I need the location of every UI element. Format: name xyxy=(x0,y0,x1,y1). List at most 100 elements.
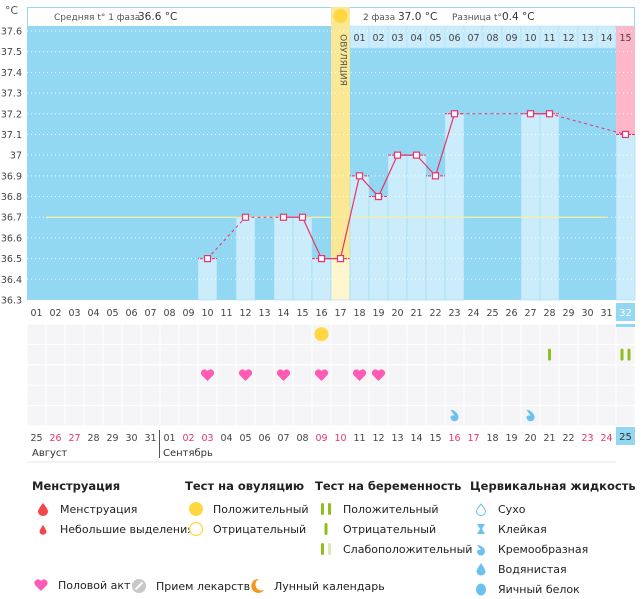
cycle-day-label: 08 xyxy=(163,308,175,319)
symbol-cell xyxy=(312,406,331,426)
legend-label: Кремообразная xyxy=(498,542,589,556)
symbol-cell xyxy=(616,344,635,365)
symbol-cell xyxy=(559,385,578,406)
phase2-day-label: 03 xyxy=(391,33,403,44)
phase2-value: 37.0 °C xyxy=(398,11,437,23)
symbol-cell xyxy=(141,385,160,406)
symbol-cell xyxy=(369,385,388,406)
cycle-day-label: 04 xyxy=(87,308,99,319)
y-tick-label: 37.2 xyxy=(1,109,22,120)
cycle-day-label: 06 xyxy=(125,308,137,319)
ovulation-label: ОВУЛЯЦИЯ xyxy=(338,34,348,86)
legend-label: Лунный календарь xyxy=(274,579,385,593)
symbol-cell xyxy=(46,344,65,365)
symbol-cell xyxy=(616,385,635,406)
legend-item: Водянистая xyxy=(470,559,636,579)
symbol-cell xyxy=(578,385,597,406)
temperature-bar xyxy=(235,216,256,301)
cycle-day-label: 24 xyxy=(467,308,479,319)
symbol-cell xyxy=(388,385,407,406)
cycle-day-label: 07 xyxy=(144,308,156,319)
symbol-cell xyxy=(540,324,559,344)
symbol-cell xyxy=(464,365,483,385)
cycle-day-label: 29 xyxy=(562,308,574,319)
legend-title: Менструация xyxy=(32,479,121,493)
calendar-date-label: 02 xyxy=(182,433,194,444)
temperature-point xyxy=(431,172,440,180)
moon-icon xyxy=(246,578,268,594)
temperature-point xyxy=(450,110,459,118)
calendar-date-label: 21 xyxy=(543,433,555,444)
symbol-cell xyxy=(27,385,46,406)
y-tick-label: 36.6 xyxy=(1,233,22,244)
cycle-day-label: 30 xyxy=(581,308,593,319)
calendar-date-label: 06 xyxy=(258,433,270,444)
symbol-cell xyxy=(293,344,312,365)
symbol-cell xyxy=(502,385,521,406)
cycle-day-label: 21 xyxy=(410,308,422,319)
symbol-cell xyxy=(521,324,540,344)
cycle-day-label: 18 xyxy=(353,308,365,319)
calendar-date-label: 17 xyxy=(467,433,479,444)
temperature-bar xyxy=(311,258,332,301)
symbol-cell xyxy=(331,365,350,385)
symbol-cell xyxy=(217,406,236,426)
symbol-cell xyxy=(388,344,407,365)
temperature-segment xyxy=(339,175,361,259)
calendar-date-label: 11 xyxy=(353,433,365,444)
symbol-cell xyxy=(445,344,464,365)
sticky-icon xyxy=(470,522,492,536)
heart-icon xyxy=(352,369,367,381)
symbol-cell xyxy=(540,365,559,385)
legend-label: Яичный белок xyxy=(498,582,580,596)
temperature-point xyxy=(526,110,535,118)
phase2-day-label: 10 xyxy=(524,33,536,44)
calendar-date-label: 04 xyxy=(220,433,232,444)
small-drop-icon xyxy=(32,523,54,535)
ovulation-column xyxy=(331,7,350,300)
symbol-cell xyxy=(559,365,578,385)
pregnancy-test-positive-icon xyxy=(620,348,631,361)
symbol-cell xyxy=(502,324,521,344)
symbol-cell xyxy=(198,406,217,426)
temperature-bar xyxy=(539,113,560,301)
symbol-cell xyxy=(483,385,502,406)
symbol-cell xyxy=(616,365,635,385)
symbol-cell xyxy=(274,385,293,406)
dry-drop-icon xyxy=(470,502,492,516)
symbol-cell xyxy=(578,406,597,426)
legend-moon: Лунный календарь xyxy=(246,578,385,594)
current-day-highlight xyxy=(616,303,635,321)
y-tick-label: 36.3 xyxy=(1,296,22,307)
symbol-cell xyxy=(65,344,84,365)
symbol-cell xyxy=(502,344,521,365)
calendar-date-label: 15 xyxy=(429,433,441,444)
symbol-cell xyxy=(122,365,141,385)
legend-title: Тест на беременность xyxy=(315,479,462,493)
calendar-date-label: 25 xyxy=(619,432,632,443)
temperature-point xyxy=(279,213,288,221)
cycle-day-label: 26 xyxy=(505,308,517,319)
symbol-cell xyxy=(217,385,236,406)
symbol-cell xyxy=(65,406,84,426)
y-tick-label: 37 xyxy=(10,151,22,162)
symbol-cell xyxy=(179,324,198,344)
symbol-cell xyxy=(65,365,84,385)
symbol-cell xyxy=(350,344,369,365)
sun-filled-icon xyxy=(185,501,207,517)
egg-white-icon xyxy=(470,582,492,596)
legend-label: Сухо xyxy=(498,502,526,516)
symbol-cell xyxy=(483,324,502,344)
symbol-cell xyxy=(255,385,274,406)
creamy-icon xyxy=(526,409,535,422)
symbol-cell xyxy=(179,365,198,385)
symbol-cell xyxy=(103,324,122,344)
temperature-bar xyxy=(615,134,636,301)
temperature-bar xyxy=(406,154,427,301)
legend-item: Клейкая xyxy=(470,519,636,539)
symbol-cell xyxy=(502,365,521,385)
cycle-day-label: 10 xyxy=(201,308,213,319)
temperature-bar xyxy=(444,113,465,301)
cycle-day-label: 19 xyxy=(372,308,384,319)
symbol-cell xyxy=(331,385,350,406)
